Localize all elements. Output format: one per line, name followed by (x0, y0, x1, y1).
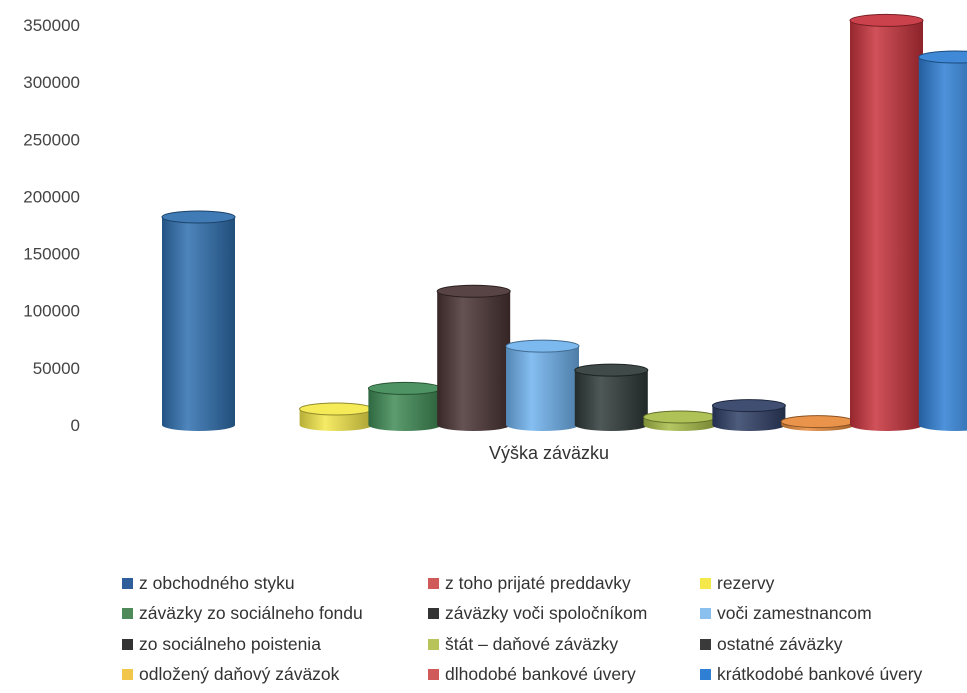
legend-swatch (428, 638, 439, 650)
y-axis: 0 50000 100000 150000 200000 250000 300000 3500… (23, 16, 80, 435)
chart-bars (161, 13, 967, 432)
bar-body (506, 346, 579, 431)
legend-label: zo sociálneho poistenia (139, 633, 321, 654)
legend-swatch (700, 669, 711, 681)
legend-item: rezervy (700, 568, 967, 599)
chart-plot: 0 50000 100000 150000 200000 250000 300000 3500… (23, 13, 967, 463)
legend-swatch (700, 638, 711, 650)
bar-body (918, 57, 967, 431)
bar-2 (299, 402, 374, 431)
bar-body (574, 370, 648, 431)
chart-legend: z obchodného styku z toho prijaté preddav… (122, 568, 967, 688)
legend-item: záväzky voči spoločníkom (428, 599, 700, 630)
legend-label: rezervy (717, 572, 775, 593)
legend-swatch (122, 608, 133, 620)
bar-cap (849, 13, 924, 27)
bar-10 (849, 13, 924, 432)
bar-0 (161, 210, 236, 431)
bar-11 (918, 50, 967, 431)
bar-cap (918, 50, 967, 64)
legend-swatch (122, 577, 133, 589)
legend-swatch (122, 669, 133, 681)
bar-cap (161, 210, 236, 224)
y-tick-label: 0 (71, 416, 80, 435)
y-tick-label: 250000 (23, 130, 80, 149)
bar-body (162, 217, 235, 431)
bar-4 (436, 284, 511, 431)
legend-item: odložený daňový záväzok (122, 660, 428, 691)
legend-label: záväzky voči spoločníkom (445, 603, 648, 624)
legend-label: dlhodobé bankové úvery (445, 664, 636, 685)
bar-body (712, 405, 786, 431)
legend-item: štát – daňové záväzky (428, 629, 700, 660)
y-tick-label: 350000 (23, 16, 80, 35)
bar-7 (643, 410, 718, 431)
bar-cap (436, 284, 511, 298)
legend-item: z obchodného styku (122, 568, 428, 599)
legend-swatch (428, 669, 439, 681)
bar-cap (367, 381, 442, 395)
y-tick-label: 300000 (23, 73, 80, 92)
bar-3 (367, 381, 442, 431)
bar-cap (643, 410, 718, 424)
x-axis-label: Výška záväzku (489, 443, 609, 463)
legend-item: dlhodobé bankové úvery (428, 660, 700, 691)
bar-body (437, 291, 511, 431)
bar-cap (299, 402, 374, 416)
legend-swatch (122, 638, 133, 650)
bar-9 (780, 415, 855, 431)
legend-item: záväzky zo sociálneho fondu (122, 599, 428, 630)
legend-item: z toho prijaté preddavky (428, 568, 700, 599)
y-tick-label: 50000 (33, 359, 80, 378)
legend-label: odložený daňový záväzok (139, 664, 340, 685)
y-tick-label: 200000 (23, 187, 80, 206)
bar-6 (574, 363, 649, 431)
legend-item: ostatné záväzky (700, 629, 967, 660)
legend-swatch (700, 608, 711, 620)
y-tick-label: 100000 (23, 302, 80, 321)
legend-label: ostatné záväzky (717, 633, 843, 654)
bar-body (368, 388, 442, 431)
y-tick-label: 150000 (23, 245, 80, 264)
bar-body (850, 20, 923, 432)
bar-cap (780, 415, 855, 429)
bar-5 (505, 339, 580, 431)
bar-cap (574, 363, 649, 377)
legend-item: krátkodobé bankové úvery (700, 660, 967, 691)
legend-swatch (700, 577, 711, 589)
legend-label: z obchodného styku (139, 572, 295, 593)
legend-label: voči zamestnancom (717, 603, 872, 624)
legend-label: záväzky zo sociálneho fondu (139, 603, 363, 624)
bar-cap (711, 399, 786, 413)
legend-label: z toho prijaté preddavky (445, 572, 631, 593)
legend-item: voči zamestnancom (700, 599, 967, 630)
legend-label: krátkodobé bankové úvery (717, 664, 923, 685)
bar-8 (711, 399, 786, 431)
legend-label: štát – daňové záväzky (445, 633, 619, 654)
legend-swatch (428, 608, 439, 620)
legend-item: zo sociálneho poistenia (122, 629, 428, 660)
bar-cap (505, 339, 580, 353)
legend-swatch (428, 577, 439, 589)
